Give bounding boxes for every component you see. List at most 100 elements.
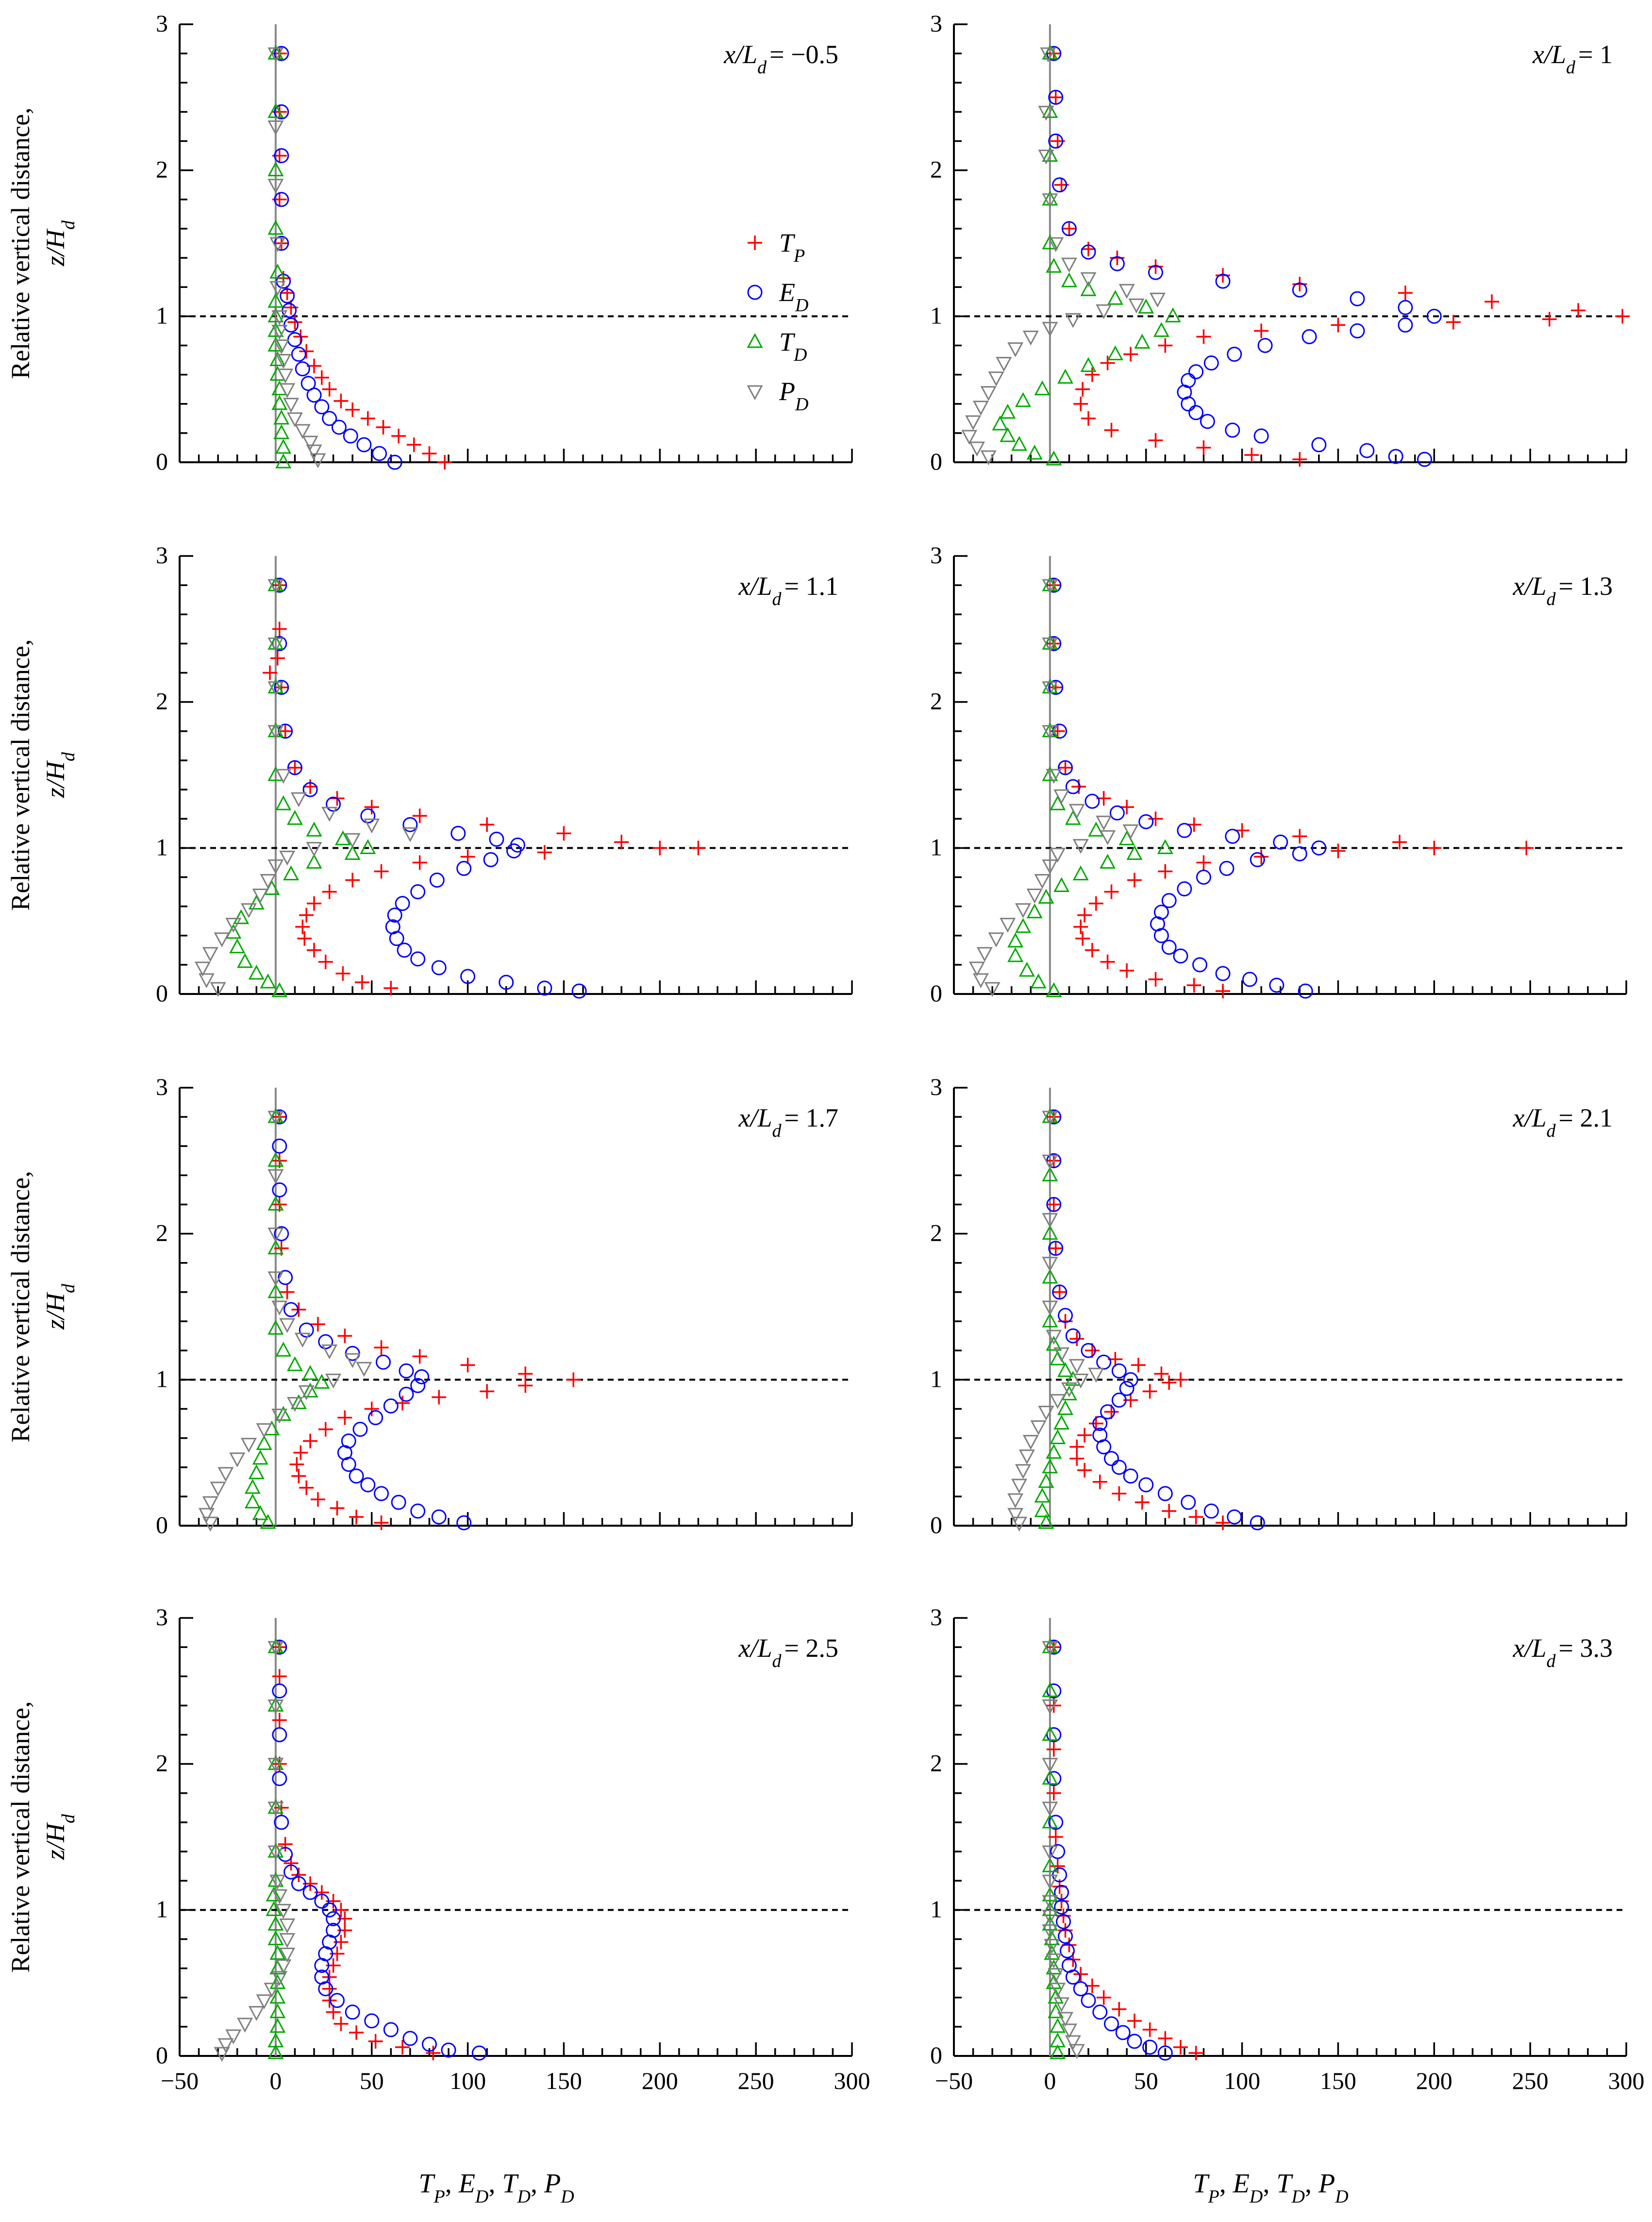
- data-point: [988, 932, 1004, 947]
- data-point: [248, 964, 265, 980]
- data-point: [267, 1699, 284, 1715]
- data-point: [437, 455, 452, 470]
- data-point: [349, 1509, 364, 1524]
- data-point: [1048, 1968, 1064, 1983]
- data-point: [1073, 396, 1088, 411]
- data-point: [1153, 905, 1169, 920]
- data-point: [499, 975, 514, 990]
- panel-label-value: = −0.5: [769, 40, 838, 69]
- data-point: [1085, 793, 1100, 809]
- data-point: [1069, 1439, 1085, 1454]
- data-point: [1061, 272, 1077, 287]
- data-point: [1018, 1449, 1035, 1464]
- data-point: [374, 1486, 389, 1501]
- series-t-p: [272, 1110, 581, 1530]
- data-point: [1417, 452, 1432, 467]
- data-point: [1046, 1336, 1062, 1351]
- data-point: [330, 1500, 345, 1515]
- panel-label-value: = 1.1: [784, 572, 838, 601]
- data-point: [267, 681, 284, 696]
- data-point: [1011, 1479, 1028, 1494]
- y-axis-title-line2: z/H: [41, 1822, 70, 1860]
- data-point: [1181, 373, 1196, 388]
- data-point: [267, 1108, 284, 1123]
- data-point: [1026, 903, 1043, 919]
- data-point: [968, 961, 985, 977]
- data-point: [383, 1398, 399, 1414]
- data-point: [1118, 284, 1135, 299]
- data-point: [1227, 1509, 1242, 1525]
- data-point: [267, 293, 284, 308]
- data-point: [1165, 307, 1181, 322]
- data-point: [314, 1374, 330, 1389]
- data-point: [269, 2018, 286, 2033]
- data-point: [318, 1334, 334, 1349]
- x-tick-label: 100: [1224, 2067, 1260, 2094]
- data-point: [273, 339, 290, 354]
- data-point: [1188, 364, 1204, 380]
- data-point: [1118, 830, 1135, 845]
- data-point: [322, 382, 337, 397]
- y-tick-label: 1: [156, 833, 168, 860]
- data-point: [252, 1449, 268, 1465]
- data-point: [1056, 1914, 1071, 1929]
- data-point: [210, 1481, 226, 1497]
- data-point: [1177, 881, 1192, 897]
- x-axis-title-part: ,: [445, 2169, 459, 2199]
- data-point: [1000, 404, 1016, 419]
- y-axis-title-sub: d: [58, 1814, 79, 1823]
- data-point: [556, 826, 571, 841]
- data-point: [1048, 1241, 1063, 1256]
- y-tick-label: 3: [930, 541, 942, 569]
- x-axis-title-part: D: [475, 2187, 488, 2207]
- y-tick-label: 3: [156, 1073, 168, 1100]
- series-t-p: [1046, 1640, 1203, 2060]
- data-point: [267, 1283, 284, 1298]
- data-point: [410, 951, 426, 967]
- data-point: [1061, 1382, 1077, 1397]
- x-axis-title-part: D: [560, 2187, 574, 2207]
- data-point: [387, 454, 402, 470]
- data-point: [1046, 1197, 1062, 1212]
- series-p-d: [1042, 1641, 1085, 2059]
- data-point: [1042, 1699, 1058, 1715]
- data-point: [306, 387, 322, 403]
- data-point: [286, 1397, 303, 1412]
- data-point: [194, 961, 211, 977]
- data-point: [1126, 845, 1143, 860]
- y-tick-label: 1: [930, 1895, 942, 1922]
- data-point: [1158, 338, 1173, 353]
- y-axis-title-line2: z/H: [41, 1292, 70, 1330]
- data-point: [421, 2037, 437, 2052]
- x-tick-label: 300: [1608, 2067, 1645, 2094]
- data-point: [1046, 1153, 1062, 1168]
- data-point: [1100, 854, 1116, 869]
- data-point: [1103, 2016, 1119, 2032]
- data-point: [1254, 323, 1269, 338]
- data-point: [267, 219, 284, 235]
- series-t-d: [225, 576, 376, 997]
- data-point: [1173, 2039, 1188, 2054]
- data-point: [1100, 954, 1115, 969]
- x-tick-label: 0: [269, 2067, 282, 2094]
- data-point: [976, 947, 993, 962]
- data-point: [1042, 1108, 1058, 1123]
- y-tick-label: 0: [156, 979, 168, 1007]
- data-point: [1048, 134, 1064, 149]
- data-point: [1015, 918, 1031, 933]
- data-point: [1042, 1813, 1058, 1829]
- data-point: [279, 1918, 296, 1934]
- data-point: [1030, 1420, 1047, 1435]
- data-point: [271, 324, 288, 340]
- data-point: [267, 1169, 284, 1184]
- data-point: [360, 1477, 376, 1493]
- data-point: [1123, 347, 1138, 362]
- legend-label: PD: [779, 377, 808, 415]
- data-point: [1015, 903, 1031, 918]
- data-point: [280, 286, 295, 301]
- data-point: [267, 1641, 284, 1656]
- data-point: [267, 337, 284, 352]
- data-point: [1075, 931, 1090, 946]
- data-point: [1119, 963, 1135, 978]
- data-point: [1065, 779, 1081, 794]
